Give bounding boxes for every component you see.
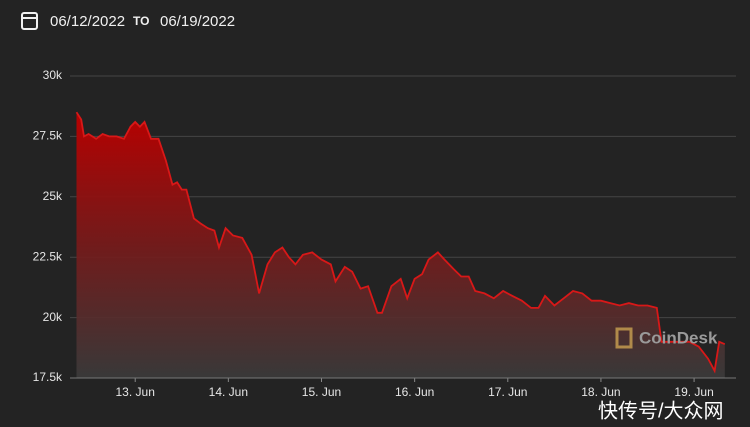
date-from: 06/12/2022 bbox=[50, 13, 125, 30]
x-tick-label: 17. Jun bbox=[488, 385, 527, 399]
y-tick-label: 27.5k bbox=[33, 129, 63, 143]
watermark: CoinDesk bbox=[639, 328, 718, 347]
y-tick-label: 25k bbox=[43, 189, 63, 203]
x-tick-label: 14. Jun bbox=[209, 385, 248, 399]
x-tick-label: 16. Jun bbox=[395, 385, 434, 399]
area bbox=[76, 112, 725, 378]
x-tick-label: 13. Jun bbox=[116, 385, 155, 399]
y-tick-label: 17.5k bbox=[33, 370, 63, 384]
source-watermark: 快传号/大众网 bbox=[598, 399, 724, 422]
y-tick-label: 22.5k bbox=[33, 249, 63, 263]
date-separator: TO bbox=[133, 14, 149, 28]
x-tick-label: 18. Jun bbox=[581, 385, 620, 399]
calendar-icon bbox=[21, 12, 38, 30]
x-tick-label: 19. Jun bbox=[674, 385, 713, 399]
line bbox=[75, 111, 726, 374]
y-tick-label: 20k bbox=[43, 310, 63, 324]
x-tick-label: 15. Jun bbox=[302, 385, 341, 399]
plot-area: 17.5k 20k 22.5k 25k 27.5k 30k 13. Jun 14. Jun 15… bbox=[33, 68, 736, 399]
coindesk-logo bbox=[615, 327, 633, 349]
date-to: 06/19/2022 bbox=[160, 13, 235, 30]
y-tick-label: 30k bbox=[43, 68, 63, 82]
